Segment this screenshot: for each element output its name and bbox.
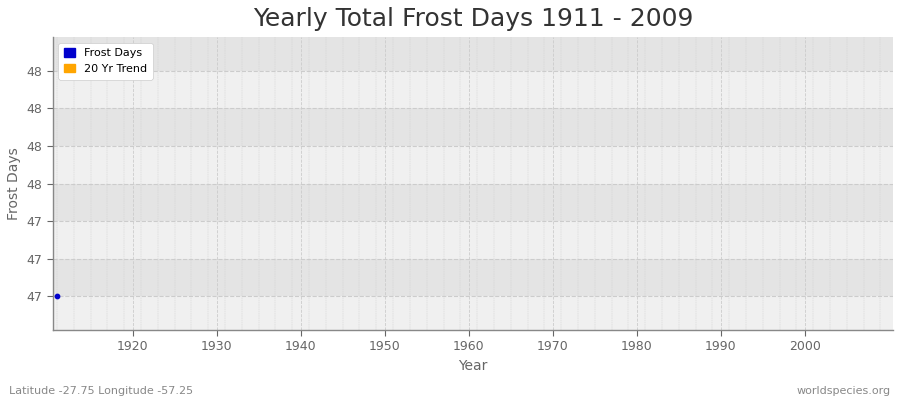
X-axis label: Year: Year [458,359,488,373]
Bar [53,259,893,296]
Text: Latitude -27.75 Longitude -57.25: Latitude -27.75 Longitude -57.25 [9,386,194,396]
Point [50,293,64,300]
Legend: Frost Days, 20 Yr Trend: Frost Days, 20 Yr Trend [58,43,153,80]
Y-axis label: Frost Days: Frost Days [7,147,21,220]
Bar [53,108,893,146]
Bar [53,296,893,330]
Bar [53,184,893,221]
Bar [53,71,893,108]
Bar [53,221,893,259]
Bar [53,146,893,184]
Title: Yearly Total Frost Days 1911 - 2009: Yearly Total Frost Days 1911 - 2009 [253,7,693,31]
Text: worldspecies.org: worldspecies.org [796,386,891,396]
Bar [53,37,893,71]
